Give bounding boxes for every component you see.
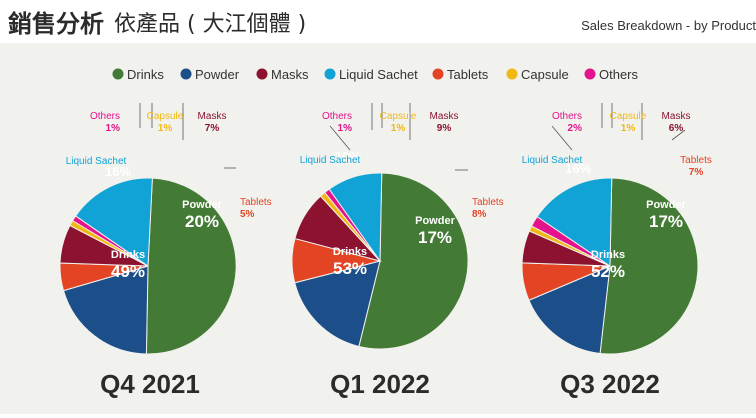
data-label-others: 1% [106,123,121,134]
slice-name-masks: Masks [198,111,227,122]
data-label-liquid-sachet: 16% [565,161,591,176]
slice-name-liquid-sachet: Liquid Sachet [522,155,583,166]
slice-name-tablets: Tablets [472,197,504,208]
pie-slice-drinks [599,177,699,355]
pie-slice-liquid-sachet [328,172,383,263]
slice-name-others: Others [322,111,352,122]
data-label-tablets: 8% [472,209,487,220]
chart-canvas: Drinks Powder Masks Liquid Sachet Tablets Cap… [59,67,712,399]
chart-title-1: Q4 2021 [100,369,200,399]
page-title: 銷售分析 [8,10,104,38]
legend-swatch-capsule [506,68,518,80]
slice-name-liquid-sachet: Liquid Sachet [300,155,361,166]
data-label-tablets: 5% [240,209,255,220]
pie-slice-liquid-sachet [536,177,613,267]
legend-swatch-liquid-sachet [324,68,336,80]
slice-name-liquid-sachet: Liquid Sachet [66,156,127,167]
data-label-capsule: 1% [158,123,173,134]
data-label-drinks: 49% [111,262,145,281]
slice-name-powder: Powder [646,199,686,211]
slice-name-tablets: Tablets [680,155,712,166]
slice-name-masks: Masks [430,111,459,122]
data-label-capsule: 1% [391,123,406,134]
page-subtitle: Sales Breakdown - by Product [581,18,756,33]
chart-title-2: Q1 2022 [330,369,430,399]
data-label-liquid-sachet: 16% [105,164,131,179]
data-label-powder: 20% [185,212,219,231]
legend-label-tablets: Tablets [447,67,489,82]
legend-swatch-masks [256,68,268,80]
data-label-masks: 6% [669,123,684,134]
pie-slice-powder [528,265,611,354]
slice-name-capsule: Capsule [147,111,184,122]
slice-name-drinks: Drinks [333,246,367,258]
chart-title-3: Q3 2022 [560,369,660,399]
legend-label-drinks: Drinks [127,67,164,82]
slice-name-drinks: Drinks [111,249,145,261]
pie-slice-liquid-sachet [74,177,153,267]
leader-line-tablets [671,129,686,141]
data-label-drinks: 53% [333,259,367,278]
legend-label-powder: Powder [195,67,240,82]
slice-name-others: Others [552,111,582,122]
pie-slice-drinks [145,177,237,355]
data-label-powder: 17% [649,212,683,231]
legend-swatch-others [584,68,596,80]
data-label-liquid-sachet: 10% [335,149,361,164]
legend-label-liquid-sachet: Liquid Sachet [339,67,418,82]
slice-name-masks: Masks [662,111,691,122]
legend-label-capsule: Capsule [521,67,569,82]
leader-line-liquid-sachet [329,125,351,151]
slice-name-drinks: Drinks [591,249,625,261]
pie-slice-powder [294,260,381,348]
pie-slice-powder [62,265,149,355]
slice-name-tablets: Tablets [240,197,272,208]
leader-line-liquid-sachet [551,125,573,151]
data-label-masks: 9% [437,123,452,134]
legend-swatch-drinks [112,68,124,80]
slice-name-capsule: Capsule [610,111,647,122]
slice-name-powder: Powder [182,199,222,211]
data-label-capsule: 1% [621,123,636,134]
page-title-sub: 依產品 ( 大江個體 ) [114,12,307,37]
header: 銷售分析 依產品 ( 大江個體 ) Sales Breakdown - by P… [0,0,756,40]
slice-name-powder: Powder [415,215,455,227]
legend-label-masks: Masks [271,67,309,82]
data-label-tablets: 7% [689,167,704,178]
data-label-others: 1% [338,123,353,134]
slice-name-capsule: Capsule [380,111,417,122]
legend-swatch-tablets [432,68,444,80]
pie-slice-drinks [358,172,469,350]
legend-label-others: Others [599,67,639,82]
chart-panel: Drinks Powder Masks Liquid Sachet Tablets Cap… [0,43,756,414]
data-label-others: 2% [568,123,583,134]
slice-name-others: Others [90,111,120,122]
data-label-powder: 17% [418,228,452,247]
legend-swatch-powder [180,68,192,80]
data-label-masks: 7% [205,123,220,134]
data-label-drinks: 52% [591,262,625,281]
